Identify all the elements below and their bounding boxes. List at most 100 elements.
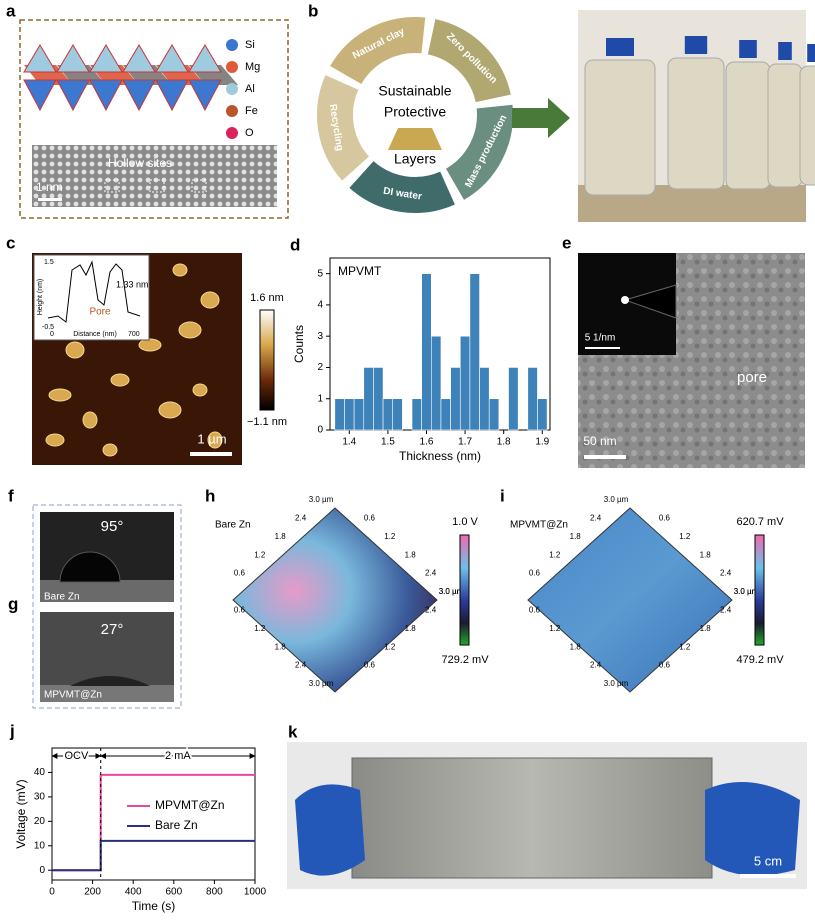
panel-label: j bbox=[9, 721, 15, 740]
axis-tick-label: 2.4 bbox=[295, 514, 307, 523]
annotation: OCV bbox=[64, 750, 89, 762]
bottle bbox=[725, 61, 771, 190]
potential-map bbox=[232, 507, 438, 693]
layer-icon bbox=[388, 128, 442, 150]
bottle-cap bbox=[778, 42, 792, 60]
axis-tick-label: 3.0 µm bbox=[439, 587, 464, 596]
axis-tick-label: 2.4 bbox=[590, 514, 602, 523]
axis-tick-label: 3.0 µm bbox=[309, 679, 334, 688]
hollow-box bbox=[191, 179, 207, 193]
label: -0.5 bbox=[42, 324, 54, 331]
bar bbox=[459, 335, 471, 431]
panel-label: h bbox=[205, 486, 215, 505]
bar bbox=[411, 398, 422, 431]
tetrahedron bbox=[122, 44, 156, 73]
substrate bbox=[40, 685, 174, 702]
scale-label: 5 1/nm bbox=[585, 333, 616, 344]
x-tick-label: 1.5 bbox=[381, 437, 395, 448]
axis-tick-label: 3.0 µm bbox=[604, 679, 629, 688]
tetrahedron bbox=[56, 44, 90, 73]
label: 729.2 mV bbox=[441, 654, 489, 666]
panel-label: a bbox=[6, 1, 16, 20]
bar bbox=[537, 398, 548, 431]
label: Layers bbox=[394, 151, 436, 167]
y-tick-label: 0 bbox=[317, 425, 323, 436]
flake bbox=[178, 321, 202, 339]
axis-tick-label: 1.8 bbox=[700, 550, 712, 559]
panel-label: d bbox=[290, 235, 300, 254]
axis-tick-label: 3.0 µm bbox=[604, 495, 629, 504]
flake bbox=[102, 443, 118, 457]
tetrahedron bbox=[23, 79, 57, 112]
label: pore bbox=[737, 369, 767, 386]
bar bbox=[440, 398, 451, 431]
colorbar bbox=[259, 309, 275, 411]
axis-tick-label: 1.2 bbox=[549, 624, 561, 633]
panel-label: b bbox=[308, 1, 318, 20]
axis-tick-label: 0.6 bbox=[659, 661, 671, 670]
label: 1.5 bbox=[44, 259, 54, 266]
x-axis-label: Time (s) bbox=[132, 899, 176, 913]
x-tick-label: 1.4 bbox=[342, 437, 356, 448]
tetrahedron bbox=[56, 79, 90, 112]
legend-marker bbox=[226, 83, 238, 95]
axis-tick-label: 1.8 bbox=[275, 642, 287, 651]
axis-tick-label: 0.6 bbox=[234, 606, 246, 615]
x-tick-label: 200 bbox=[84, 887, 101, 898]
y-tick-label: 3 bbox=[317, 331, 323, 342]
x-tick-label: 600 bbox=[165, 887, 182, 898]
droplet bbox=[59, 551, 121, 583]
axis-tick-label: 2.4 bbox=[720, 569, 732, 578]
legend-label: O bbox=[245, 127, 254, 139]
scale-bar bbox=[190, 452, 232, 456]
glove bbox=[705, 782, 800, 876]
tetrahedron bbox=[188, 79, 222, 112]
cycle-arrow bbox=[427, 19, 511, 103]
x-tick-label: 1.8 bbox=[497, 437, 511, 448]
y-tick-label: 5 bbox=[317, 268, 323, 279]
x-tick-label: 1.9 bbox=[535, 437, 549, 448]
zn-foil bbox=[351, 757, 713, 879]
axis-tick-label: 3.0 µm bbox=[309, 495, 334, 504]
label: Pore bbox=[89, 307, 111, 318]
legend-label: Bare Zn bbox=[155, 818, 198, 832]
flake bbox=[207, 431, 223, 449]
scale-label: 50 nm bbox=[583, 434, 616, 448]
y-axis-label: Counts bbox=[292, 325, 306, 363]
bar bbox=[450, 367, 461, 431]
y-tick-label: 40 bbox=[34, 767, 46, 778]
x-tick-label: 1.7 bbox=[458, 437, 472, 448]
legend-marker bbox=[226, 105, 238, 117]
angle-label: 27° bbox=[101, 621, 124, 638]
cycle-arrow bbox=[349, 160, 455, 213]
label: −1.1 nm bbox=[247, 416, 287, 428]
y-tick-label: 20 bbox=[34, 816, 46, 827]
annotation: 2 mA bbox=[165, 750, 191, 762]
potential-map bbox=[527, 507, 733, 693]
scale-bar bbox=[38, 198, 62, 201]
label: 0 bbox=[50, 331, 54, 338]
legend-marker bbox=[226, 127, 238, 139]
line bbox=[52, 839, 255, 872]
bottle-cap bbox=[807, 44, 815, 62]
tetrahedron bbox=[155, 44, 189, 73]
bar bbox=[527, 367, 538, 431]
droplet bbox=[70, 676, 150, 686]
label: Distance (nm) bbox=[73, 331, 117, 338]
glove bbox=[295, 784, 365, 876]
axis-tick-label: 1.8 bbox=[700, 624, 712, 633]
label: MPVMT@Zn bbox=[510, 520, 568, 531]
axis-tick-label: 0.6 bbox=[234, 569, 246, 578]
legend-label: MPVMT@Zn bbox=[155, 798, 225, 812]
axis-tick-label: 1.2 bbox=[384, 532, 396, 541]
line bbox=[52, 773, 255, 872]
bottle-cap bbox=[684, 36, 708, 54]
label: Hollow sites bbox=[108, 156, 172, 170]
tetrahedron bbox=[23, 44, 57, 73]
y-tick-label: 30 bbox=[34, 792, 46, 803]
y-tick-label: 1 bbox=[317, 393, 323, 404]
axis-tick-label: 3.0 µm bbox=[439, 587, 464, 596]
bar bbox=[479, 367, 490, 431]
flake bbox=[138, 338, 162, 352]
hollow-box bbox=[104, 179, 120, 193]
